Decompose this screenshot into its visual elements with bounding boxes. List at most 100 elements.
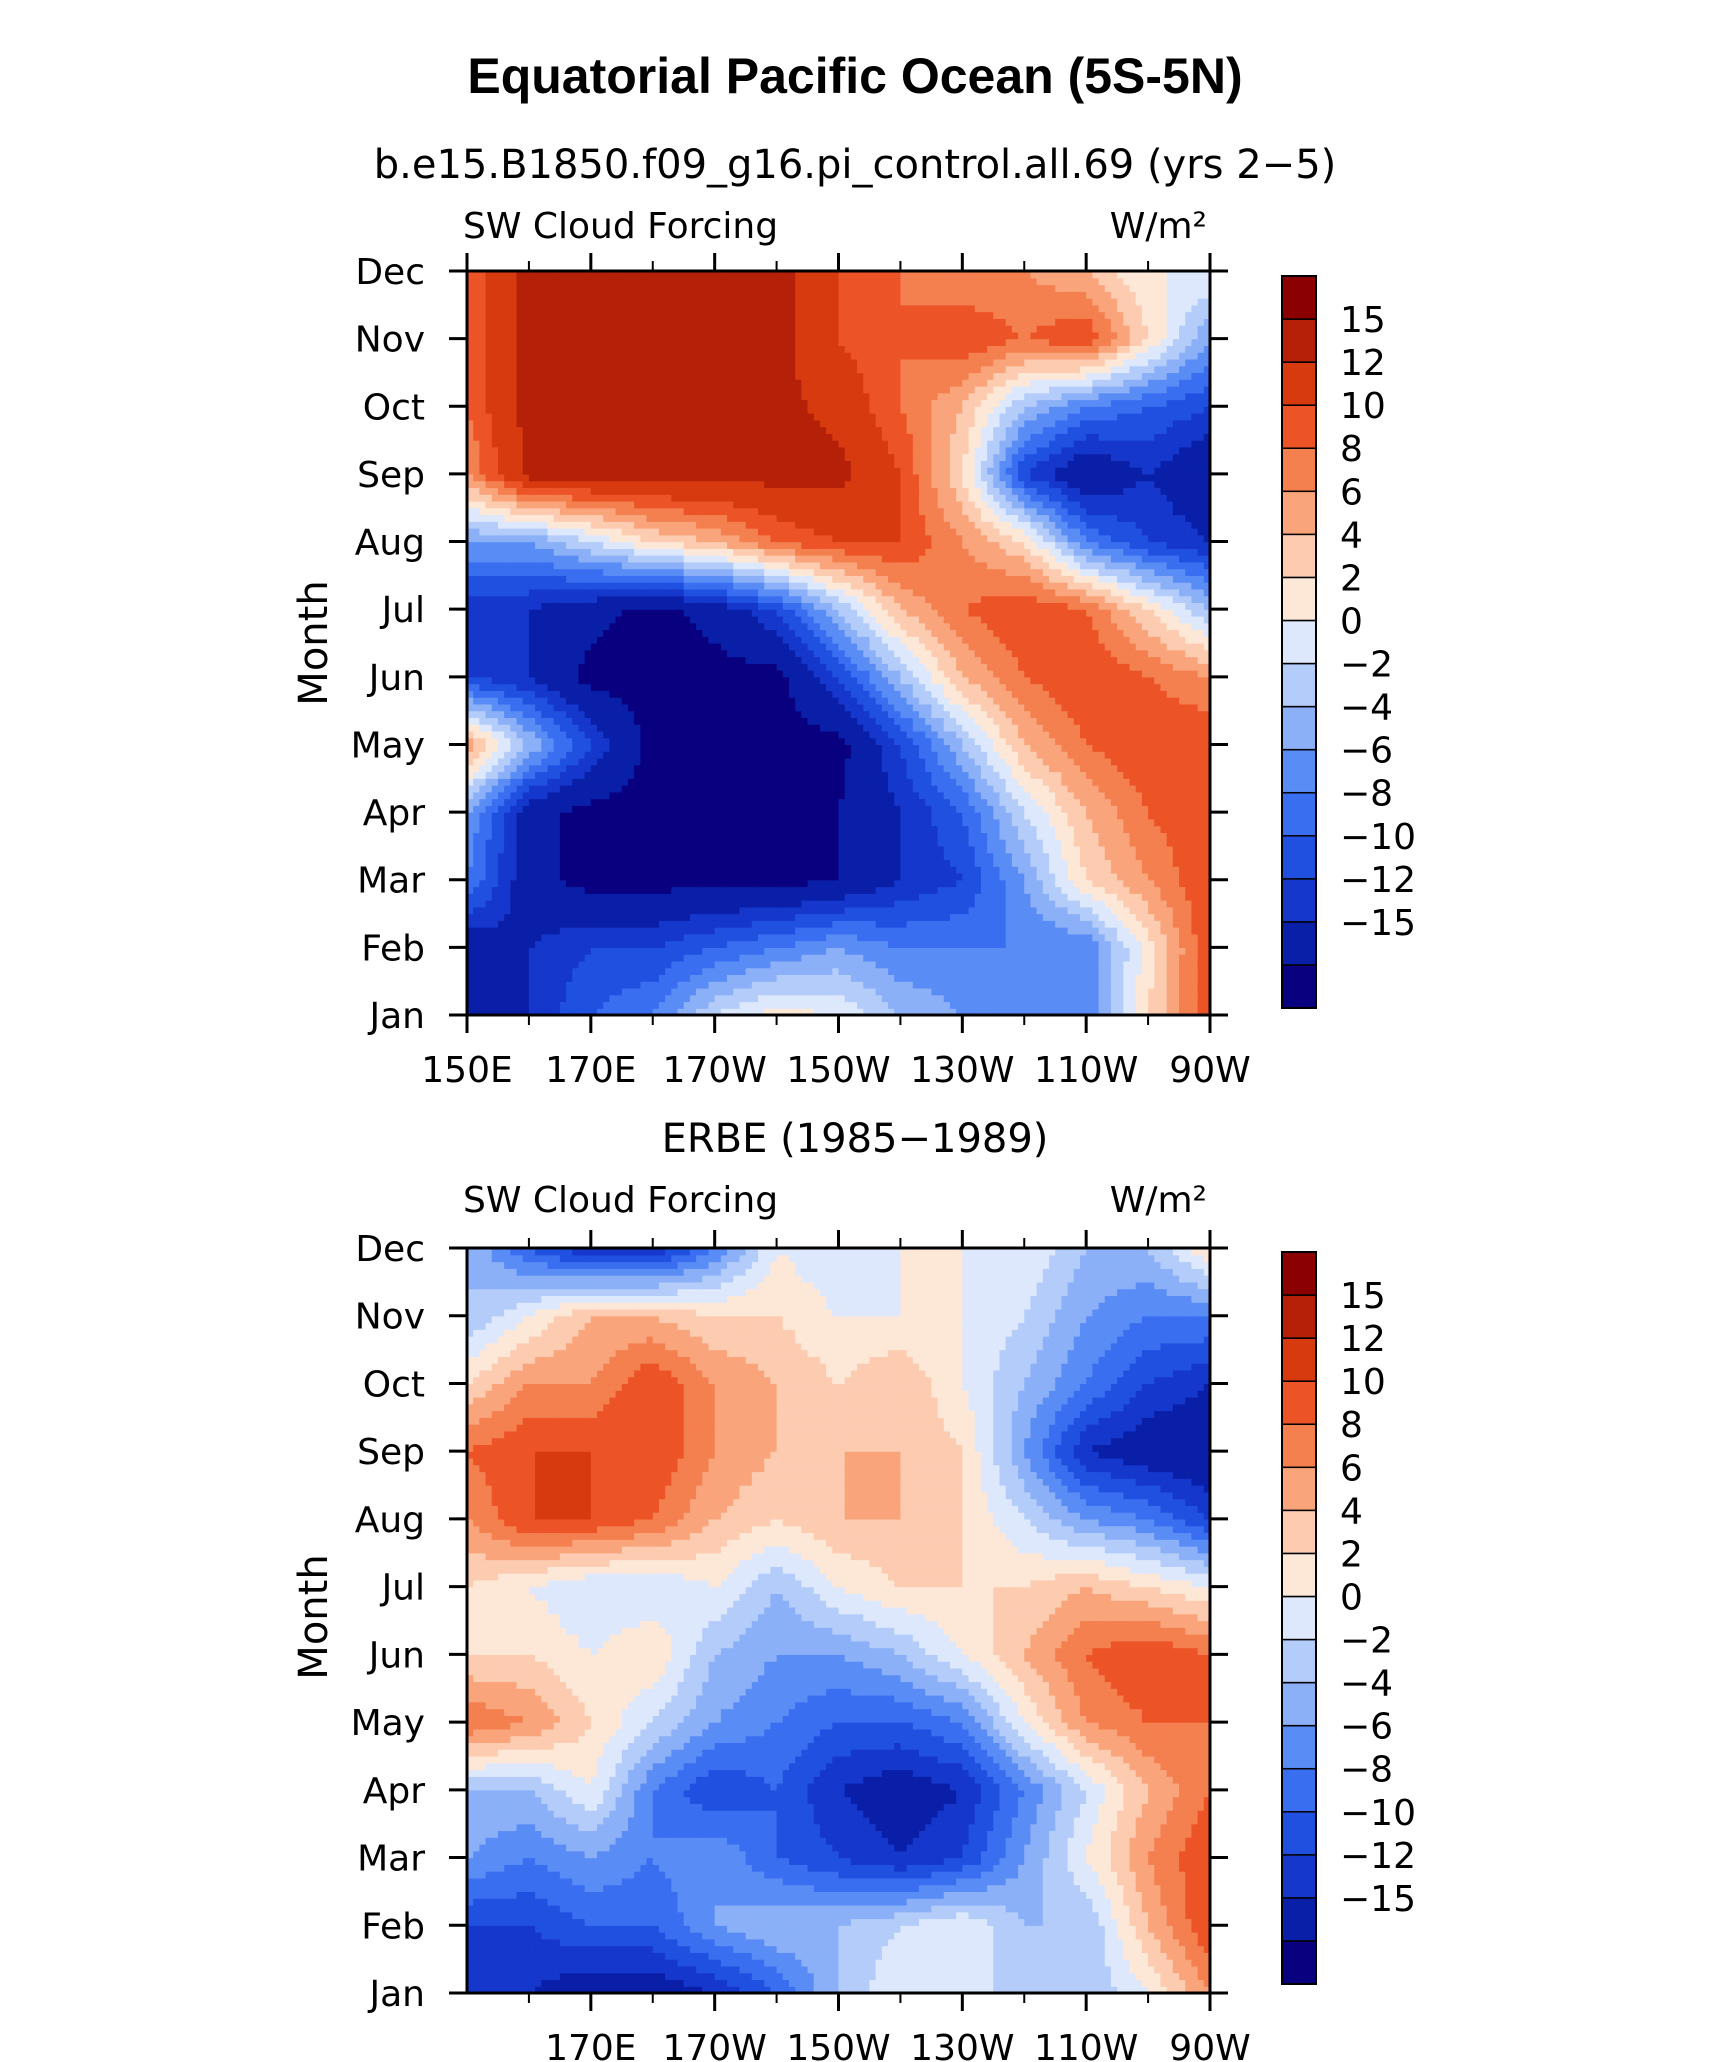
heatmap-cell bbox=[1049, 798, 1056, 806]
heatmap-cell bbox=[497, 947, 505, 955]
heatmap-cell bbox=[696, 981, 703, 989]
heatmap-cell bbox=[1154, 927, 1162, 935]
heatmap-cell bbox=[801, 737, 809, 746]
heatmap-cell bbox=[826, 994, 833, 1003]
heatmap-cell bbox=[918, 940, 926, 948]
heatmap-cell bbox=[646, 920, 654, 928]
heatmap-cell bbox=[1042, 866, 1050, 874]
heatmap-cell bbox=[925, 737, 932, 746]
heatmap-cell bbox=[578, 744, 586, 752]
heatmap-cell bbox=[1104, 845, 1112, 854]
heatmap-cell bbox=[776, 933, 784, 942]
heatmap-cell bbox=[473, 859, 480, 867]
heatmap-cell bbox=[1191, 886, 1199, 894]
heatmap-cell bbox=[733, 886, 741, 894]
heatmap-cell bbox=[857, 974, 864, 982]
heatmap-cell bbox=[733, 927, 741, 935]
heatmap-cell bbox=[987, 778, 994, 786]
heatmap-cell bbox=[473, 737, 480, 746]
heatmap-cell bbox=[1055, 764, 1062, 773]
heatmap-cell bbox=[522, 879, 530, 888]
heatmap-cell bbox=[1049, 900, 1056, 908]
heatmap-cell bbox=[504, 967, 511, 976]
heatmap-cell bbox=[1135, 879, 1143, 888]
heatmap-cell bbox=[491, 987, 499, 996]
heatmap-cell bbox=[987, 785, 994, 793]
heatmap-cell bbox=[640, 798, 648, 806]
heatmap-cell bbox=[714, 845, 722, 854]
heatmap-cell bbox=[1154, 852, 1162, 861]
heatmap-cell bbox=[727, 913, 734, 921]
heatmap-cell bbox=[826, 960, 833, 969]
heatmap-cell bbox=[1172, 778, 1180, 786]
heatmap-cell bbox=[968, 818, 976, 827]
heatmap-cell bbox=[751, 737, 759, 746]
heatmap-cell bbox=[906, 994, 914, 1003]
heatmap-cell bbox=[609, 900, 617, 908]
heatmap-cell bbox=[634, 785, 641, 793]
heatmap-cell bbox=[609, 947, 617, 955]
heatmap-cell bbox=[782, 744, 790, 752]
heatmap-cell bbox=[597, 737, 604, 746]
heatmap-cell bbox=[522, 825, 530, 833]
heatmap-cell bbox=[949, 947, 957, 955]
heatmap-cell bbox=[1166, 818, 1174, 827]
heatmap-cell bbox=[1086, 987, 1093, 996]
heatmap-cell bbox=[652, 818, 660, 827]
heatmap-cell bbox=[987, 886, 994, 894]
heatmap-cell bbox=[1079, 927, 1087, 935]
heatmap-cell bbox=[906, 954, 914, 962]
heatmap-cell bbox=[949, 1008, 957, 1016]
heatmap-cell bbox=[677, 832, 685, 840]
heatmap-cell bbox=[473, 818, 480, 827]
heatmap-cell bbox=[850, 893, 858, 901]
heatmap-cell bbox=[943, 859, 951, 867]
heatmap-cell bbox=[553, 954, 561, 962]
heatmap-cell bbox=[504, 900, 511, 908]
heatmap-cell bbox=[801, 886, 809, 894]
heatmap-cell bbox=[863, 879, 871, 888]
heatmap-cell bbox=[863, 771, 871, 779]
heatmap-cell bbox=[776, 927, 784, 935]
heatmap-cell bbox=[516, 737, 524, 746]
heatmap-cell bbox=[516, 839, 524, 847]
heatmap-cell bbox=[1135, 812, 1143, 820]
heatmap-cell bbox=[522, 751, 530, 759]
heatmap-cell bbox=[535, 785, 542, 793]
heatmap-cell bbox=[559, 785, 567, 793]
heatmap-cell bbox=[528, 954, 536, 962]
heatmap-cell bbox=[510, 778, 518, 786]
heatmap-cell bbox=[646, 785, 654, 793]
heatmap-cell bbox=[665, 785, 672, 793]
heatmap-cell bbox=[541, 825, 549, 833]
heatmap-cell bbox=[578, 1001, 586, 1009]
heatmap-cell bbox=[751, 967, 759, 976]
heatmap-cell bbox=[547, 737, 555, 746]
heatmap-cell bbox=[510, 737, 518, 746]
heatmap-cell bbox=[1191, 994, 1199, 1003]
heatmap-cell bbox=[491, 913, 499, 921]
heatmap-cell bbox=[1086, 872, 1093, 881]
heatmap-cell bbox=[516, 757, 524, 766]
heatmap-cell bbox=[658, 737, 666, 746]
heatmap-cell bbox=[535, 960, 542, 969]
heatmap-cell bbox=[999, 771, 1007, 779]
heatmap-cell bbox=[918, 994, 926, 1003]
heatmap-cell bbox=[925, 791, 932, 800]
heatmap-cell bbox=[906, 845, 914, 854]
heatmap-cell bbox=[1129, 737, 1137, 746]
heatmap-cell bbox=[578, 927, 586, 935]
heatmap-cell bbox=[1049, 981, 1056, 989]
heatmap-cell bbox=[968, 825, 976, 833]
heatmap-cell bbox=[516, 954, 524, 962]
heatmap-cell bbox=[912, 974, 920, 982]
heatmap-cell bbox=[1129, 771, 1137, 779]
heatmap-cell bbox=[615, 947, 623, 955]
heatmap-cell bbox=[844, 872, 852, 881]
heatmap-cell bbox=[1073, 791, 1081, 800]
heatmap-cell bbox=[1086, 791, 1093, 800]
heatmap-cell bbox=[788, 967, 796, 976]
heatmap-cell bbox=[795, 798, 802, 806]
heatmap-cell bbox=[584, 987, 592, 996]
heatmap-cell bbox=[993, 920, 1001, 928]
